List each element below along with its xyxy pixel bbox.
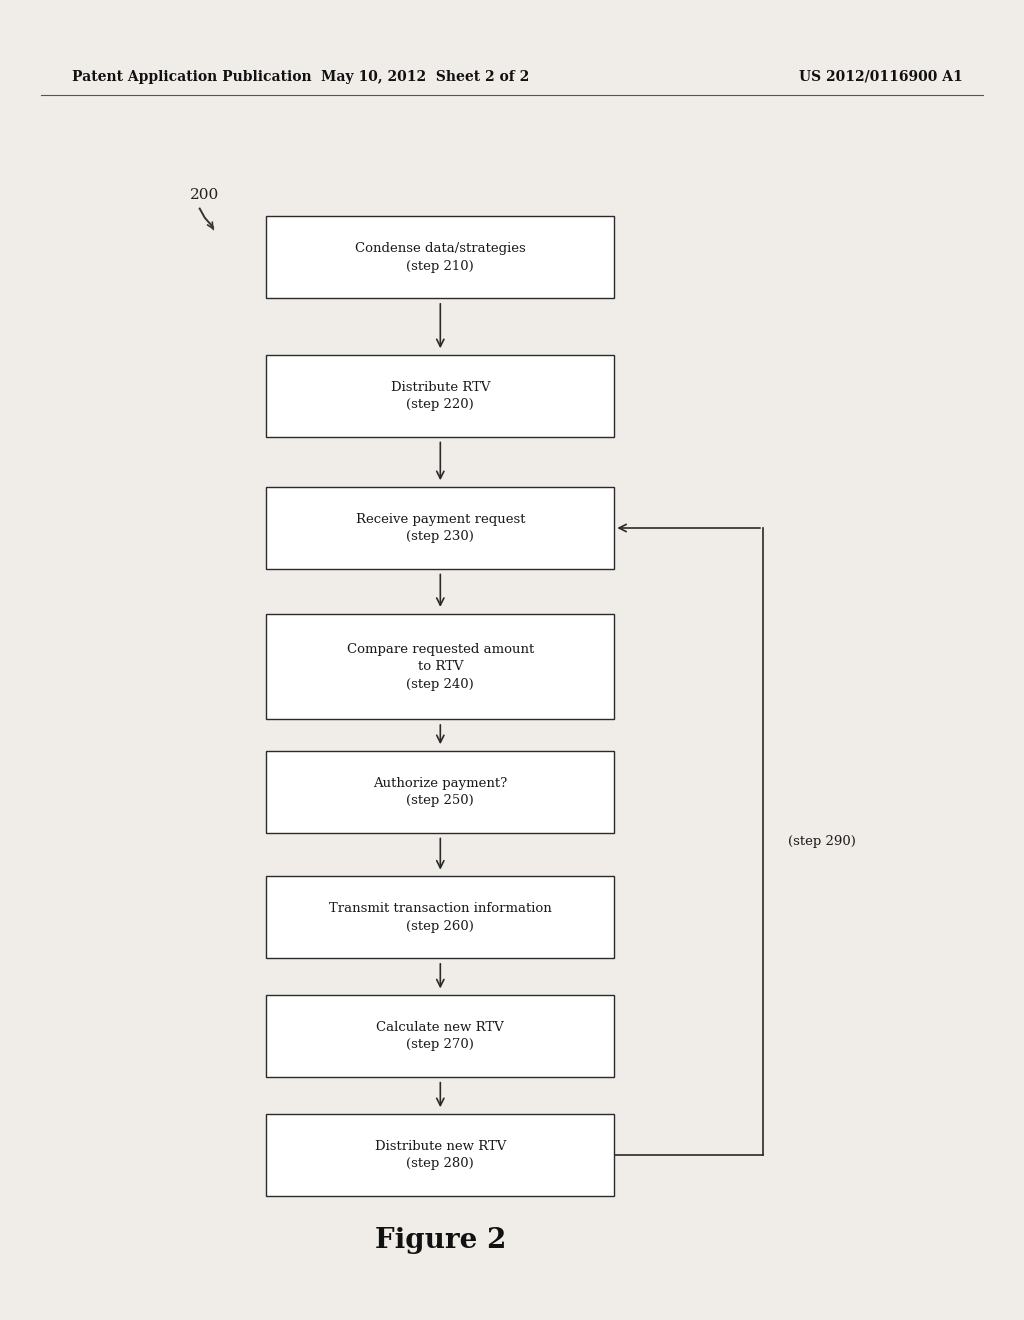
- Text: Calculate new RTV
(step 270): Calculate new RTV (step 270): [377, 1020, 504, 1052]
- Text: Receive payment request
(step 230): Receive payment request (step 230): [355, 512, 525, 544]
- FancyBboxPatch shape: [266, 614, 614, 719]
- FancyBboxPatch shape: [266, 876, 614, 958]
- Text: Transmit transaction information
(step 260): Transmit transaction information (step 2…: [329, 902, 552, 933]
- Text: (step 290): (step 290): [788, 836, 856, 847]
- FancyBboxPatch shape: [266, 355, 614, 437]
- Text: May 10, 2012  Sheet 2 of 2: May 10, 2012 Sheet 2 of 2: [321, 70, 529, 83]
- Text: Distribute new RTV
(step 280): Distribute new RTV (step 280): [375, 1139, 506, 1171]
- FancyBboxPatch shape: [266, 216, 614, 298]
- Text: Condense data/strategies
(step 210): Condense data/strategies (step 210): [355, 242, 525, 273]
- Text: Authorize payment?
(step 250): Authorize payment? (step 250): [373, 776, 508, 808]
- FancyBboxPatch shape: [266, 487, 614, 569]
- FancyBboxPatch shape: [266, 995, 614, 1077]
- Text: Distribute RTV
(step 220): Distribute RTV (step 220): [390, 380, 490, 412]
- FancyBboxPatch shape: [266, 751, 614, 833]
- Text: US 2012/0116900 A1: US 2012/0116900 A1: [799, 70, 963, 83]
- Text: Compare requested amount
to RTV
(step 240): Compare requested amount to RTV (step 24…: [347, 643, 534, 690]
- FancyBboxPatch shape: [266, 1114, 614, 1196]
- Text: Patent Application Publication: Patent Application Publication: [72, 70, 311, 83]
- Text: Figure 2: Figure 2: [375, 1228, 506, 1254]
- Text: 200: 200: [189, 189, 219, 202]
